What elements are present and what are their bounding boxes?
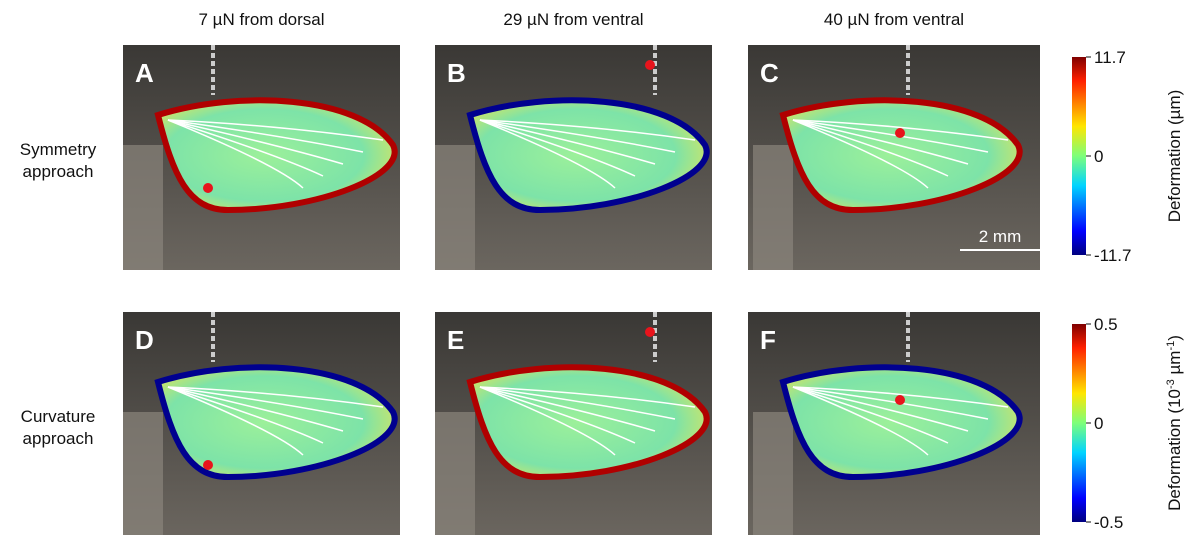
wing-vein <box>479 119 656 165</box>
specimen-holder <box>435 145 475 270</box>
wing <box>779 97 1023 214</box>
row-label-line: Symmetry <box>20 140 97 159</box>
panel-letter: D <box>135 325 154 355</box>
specimen-holder <box>753 412 793 535</box>
panel-letter: C <box>760 58 779 88</box>
colorbar-label-part: -3 <box>1165 379 1177 389</box>
panel-letter: B <box>447 58 466 88</box>
load-point <box>203 183 213 193</box>
load-point <box>895 395 905 405</box>
colorbar-tick-label: 0 <box>1094 414 1103 433</box>
wing-vein <box>167 386 324 444</box>
colorbar-tick-label: -11.7 <box>1094 246 1132 265</box>
column-title: 40 µN from ventral <box>824 10 964 29</box>
wing-vein <box>792 119 969 165</box>
panel-letter: F <box>760 325 776 355</box>
wing-vein <box>792 119 1009 141</box>
panel-letter: A <box>135 58 154 88</box>
colorbar-tick-label: 0 <box>1094 147 1103 166</box>
load-point <box>203 460 213 470</box>
wing <box>779 364 1023 481</box>
colorbar-label-part: Deformation (10 <box>1165 389 1184 511</box>
load-point <box>645 60 655 70</box>
wing-vein <box>167 119 304 189</box>
wing-vein <box>792 386 949 444</box>
panel-letter: E <box>447 325 464 355</box>
specimen-holder <box>753 145 793 270</box>
colorbar <box>1072 324 1086 522</box>
colorbar-label-part: Deformation (µm) <box>1165 90 1184 223</box>
specimen-holder <box>123 145 163 270</box>
wing-vein <box>167 119 384 141</box>
wing <box>154 364 398 481</box>
row-label-line: Curvature <box>21 407 96 426</box>
colorbar-label-part: -1 <box>1165 341 1177 351</box>
column-title: 7 µN from dorsal <box>199 10 325 29</box>
row-label: Curvature approach <box>21 407 96 448</box>
colorbar-label: Deformation (10-3 µm-1) <box>1165 335 1184 511</box>
wing-vein <box>167 386 364 420</box>
colorbar-tick-label: 0.5 <box>1094 315 1118 334</box>
wing-vein <box>479 386 676 420</box>
wing-vein <box>479 119 636 177</box>
wing-vein <box>167 386 304 456</box>
wing-vein <box>167 386 384 408</box>
colorbar-label-part: ) <box>1165 335 1184 341</box>
wing-vein <box>792 386 1009 408</box>
row-label-line: approach <box>23 429 94 448</box>
wing-vein <box>479 119 696 141</box>
row-label-line: approach <box>23 162 94 181</box>
wing-vein <box>792 119 949 177</box>
wing-vein <box>792 386 969 432</box>
wing-vein <box>792 119 929 189</box>
scale-bar-label: 2 mm <box>979 227 1022 246</box>
wing-vein <box>479 119 676 153</box>
specimen-holder <box>435 412 475 535</box>
colorbar-tick-label: -0.5 <box>1094 513 1123 532</box>
wing-vein <box>479 386 656 432</box>
wing-vein <box>167 386 344 432</box>
colorbar-label: Deformation (µm) <box>1165 90 1184 223</box>
wing-vein <box>167 119 324 177</box>
wing-vein <box>479 386 636 444</box>
load-point <box>645 327 655 337</box>
wing-vein <box>167 119 364 153</box>
specimen-holder <box>123 412 163 535</box>
column-title: 29 µN from ventral <box>503 10 643 29</box>
wing-vein <box>167 119 344 165</box>
wing-vein <box>479 386 696 408</box>
wing <box>466 364 710 481</box>
row-label: Symmetry approach <box>20 140 97 181</box>
colorbar-tick-label: 11.7 <box>1094 48 1126 67</box>
load-point <box>895 128 905 138</box>
wing-vein <box>792 386 929 456</box>
wing <box>466 97 710 214</box>
wing-vein <box>479 119 616 189</box>
colorbar-label-part: µm <box>1165 351 1184 380</box>
wing <box>154 97 398 214</box>
colorbar <box>1072 57 1086 255</box>
wing-vein <box>479 386 616 456</box>
